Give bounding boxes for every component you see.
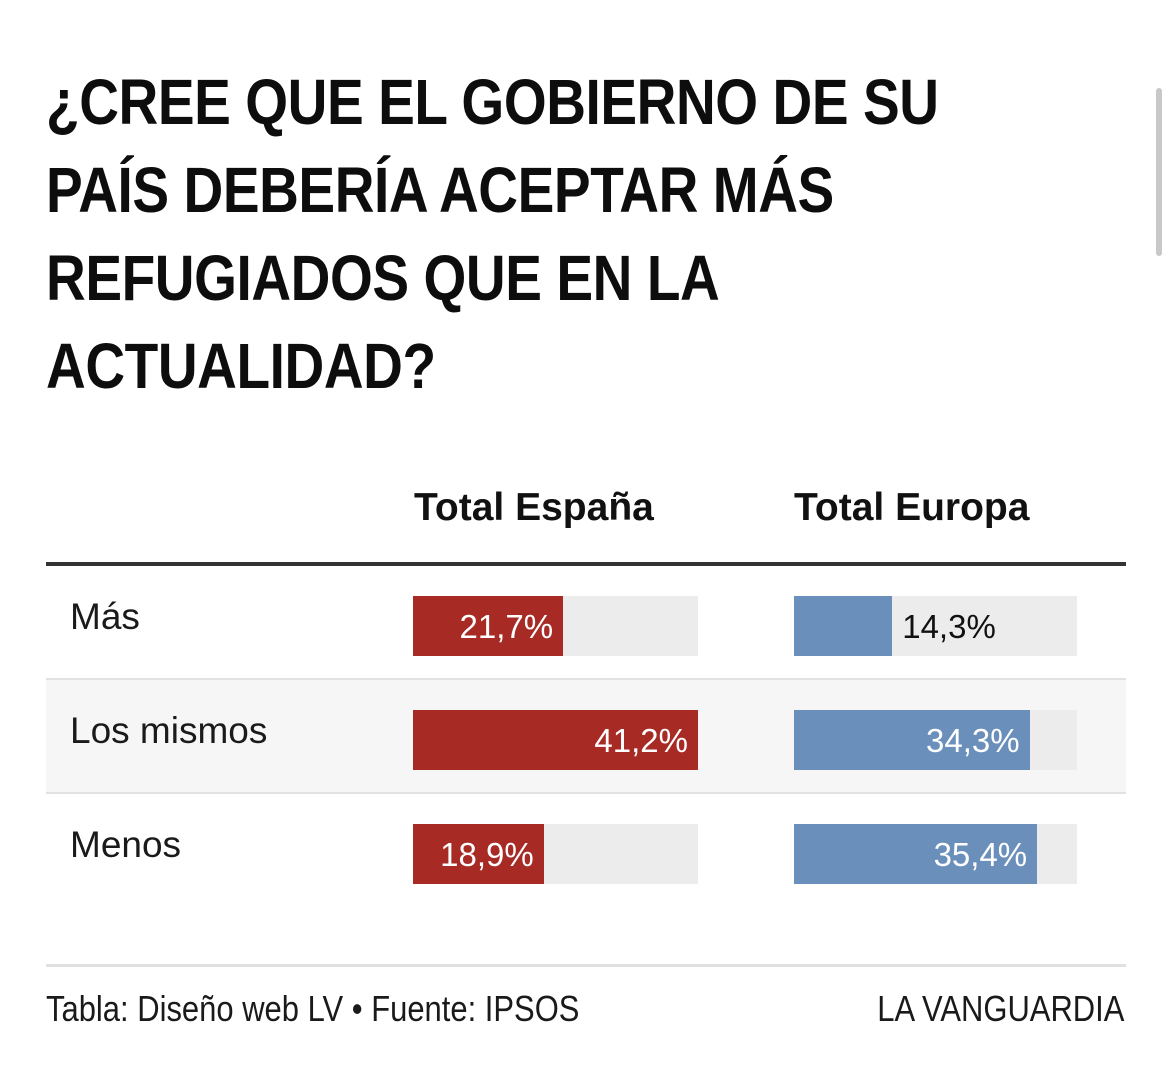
- scrollbar[interactable]: [1156, 88, 1162, 256]
- column-header-espana: Total España: [414, 486, 654, 529]
- table-row: Los mismos 41,2% 34,3%: [46, 680, 1126, 794]
- column-header-europa: Total Europa: [794, 486, 1030, 529]
- bar-espana: [413, 596, 564, 656]
- row-label: Más: [70, 596, 140, 637]
- data-label-europa: 35,4%: [933, 836, 1028, 873]
- bar-track-espana: 41,2%: [413, 710, 698, 770]
- data-label-espana: 21,7%: [459, 608, 554, 645]
- data-label-europa: 34,3%: [926, 722, 1020, 759]
- bar-track-espana: 18,9%: [413, 824, 698, 884]
- bar-track-europa: 14,3%: [794, 596, 1077, 656]
- data-table: Total España Total Europa Más 21,7% 14,3…: [46, 470, 1126, 906]
- table-row: Más 21,7% 14,3%: [46, 566, 1126, 680]
- source-credit: Tabla: Diseño web LV • Fuente: IPSOS: [46, 988, 580, 1029]
- bar-europa: [794, 596, 893, 656]
- bar-track-espana: 21,7%: [413, 596, 698, 656]
- data-label-espana: 18,9%: [440, 836, 534, 873]
- data-label-europa: 14,3%: [902, 608, 996, 645]
- data-label-espana: 41,2%: [594, 722, 688, 759]
- chart-title: ¿CREE QUE EL GOBIERNO DE SU PAÍS DEBERÍA…: [46, 66, 939, 402]
- bar-europa: [794, 824, 1038, 884]
- bar-europa: [794, 710, 1030, 770]
- bar-espana: [413, 824, 544, 884]
- row-label: Menos: [70, 824, 182, 865]
- brand-name: LA VANGUARDIA: [876, 988, 1124, 1029]
- bar-espana: [413, 710, 698, 770]
- table-row: Menos 18,9% 35,4%: [46, 794, 1126, 906]
- footer-divider: [46, 964, 1126, 967]
- bar-track-europa: 35,4%: [794, 824, 1077, 884]
- bar-track-europa: 34,3%: [794, 710, 1077, 770]
- row-label: Los mismos: [70, 710, 268, 751]
- table-header: Total España Total Europa: [46, 470, 1126, 566]
